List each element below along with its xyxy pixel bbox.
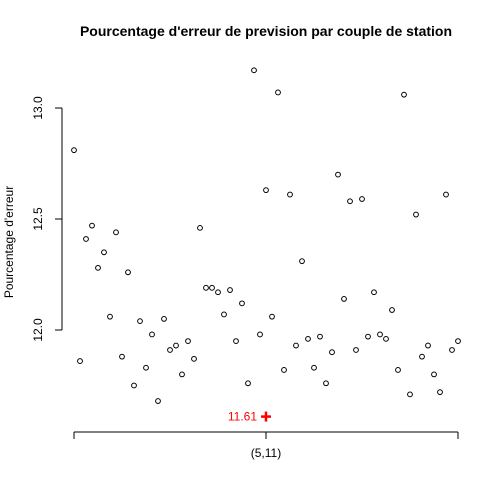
data-point: [209, 284, 215, 291]
data-point: [425, 342, 431, 349]
data-point: [119, 353, 125, 360]
y-axis-label: Pourcentage d'erreur: [2, 186, 16, 298]
chart-title: Pourcentage d'erreur de prevision par co…: [80, 23, 452, 39]
data-point: [245, 380, 251, 387]
data-point: [149, 331, 155, 338]
data-point: [101, 249, 107, 256]
data-point: [371, 289, 377, 296]
data-point: [413, 211, 419, 218]
data-point: [227, 287, 233, 293]
data-point: [107, 313, 113, 320]
data-point: [437, 389, 443, 396]
data-point: [431, 371, 437, 378]
data-point: [203, 284, 209, 291]
data-point: [353, 347, 359, 353]
data-point: [95, 264, 101, 271]
data-point: [191, 355, 197, 362]
data-point: [173, 342, 179, 349]
data-point: [155, 398, 161, 404]
data-point: [359, 196, 365, 202]
data-point: [221, 311, 227, 318]
data-point: [347, 198, 353, 205]
highlight-label: 11.61: [228, 410, 257, 424]
data-point: [401, 91, 407, 98]
data-point: [275, 89, 281, 96]
data-point: [167, 347, 173, 353]
data-point: [89, 222, 95, 229]
data-point: [263, 187, 269, 194]
data-point: [311, 364, 317, 371]
data-point: [407, 391, 413, 398]
data-point: [281, 367, 287, 373]
data-point: [113, 229, 119, 236]
data-point: [335, 171, 341, 178]
data-point: [287, 191, 293, 198]
y-axis: 12.0 12.5 13.0: [31, 96, 63, 342]
data-point: [305, 335, 311, 342]
data-point: [317, 333, 323, 340]
data-point: [341, 296, 347, 302]
data-point: [323, 380, 329, 387]
highlight-point: 11.61: [228, 410, 271, 424]
data-point: [137, 318, 143, 325]
data-point: [383, 335, 389, 342]
data-point: [269, 313, 275, 320]
data-point: [329, 349, 335, 356]
data-point: [83, 236, 89, 242]
data-point: [125, 269, 131, 276]
y-tick-label: 12.0: [31, 318, 45, 342]
data-point: [161, 316, 167, 322]
data-point: [233, 338, 239, 345]
data-point: [365, 333, 371, 340]
data-point: [293, 342, 299, 349]
data-point: [299, 258, 305, 265]
data-point: [449, 347, 455, 353]
data-point: [251, 67, 257, 74]
data-point: [395, 367, 401, 373]
x-tick-label: (5,11): [251, 446, 281, 460]
data-point: [257, 331, 263, 338]
data-point: [377, 331, 383, 338]
data-point: [443, 191, 449, 198]
data-point: [185, 338, 191, 345]
data-point: [239, 300, 245, 307]
x-axis: (5,11): [73, 431, 459, 460]
y-tick-label: 13.0: [31, 96, 45, 120]
data-point: [131, 382, 137, 389]
data-point: [215, 289, 221, 296]
data-point: [71, 147, 77, 154]
data-point: [77, 358, 83, 364]
data-points: [71, 67, 461, 404]
data-point: [419, 353, 425, 360]
data-point: [455, 338, 461, 345]
data-point: [197, 224, 203, 231]
data-point: [389, 307, 395, 313]
data-point: [143, 364, 149, 371]
y-tick-label: 12.5: [31, 207, 45, 231]
data-point: [179, 371, 185, 378]
